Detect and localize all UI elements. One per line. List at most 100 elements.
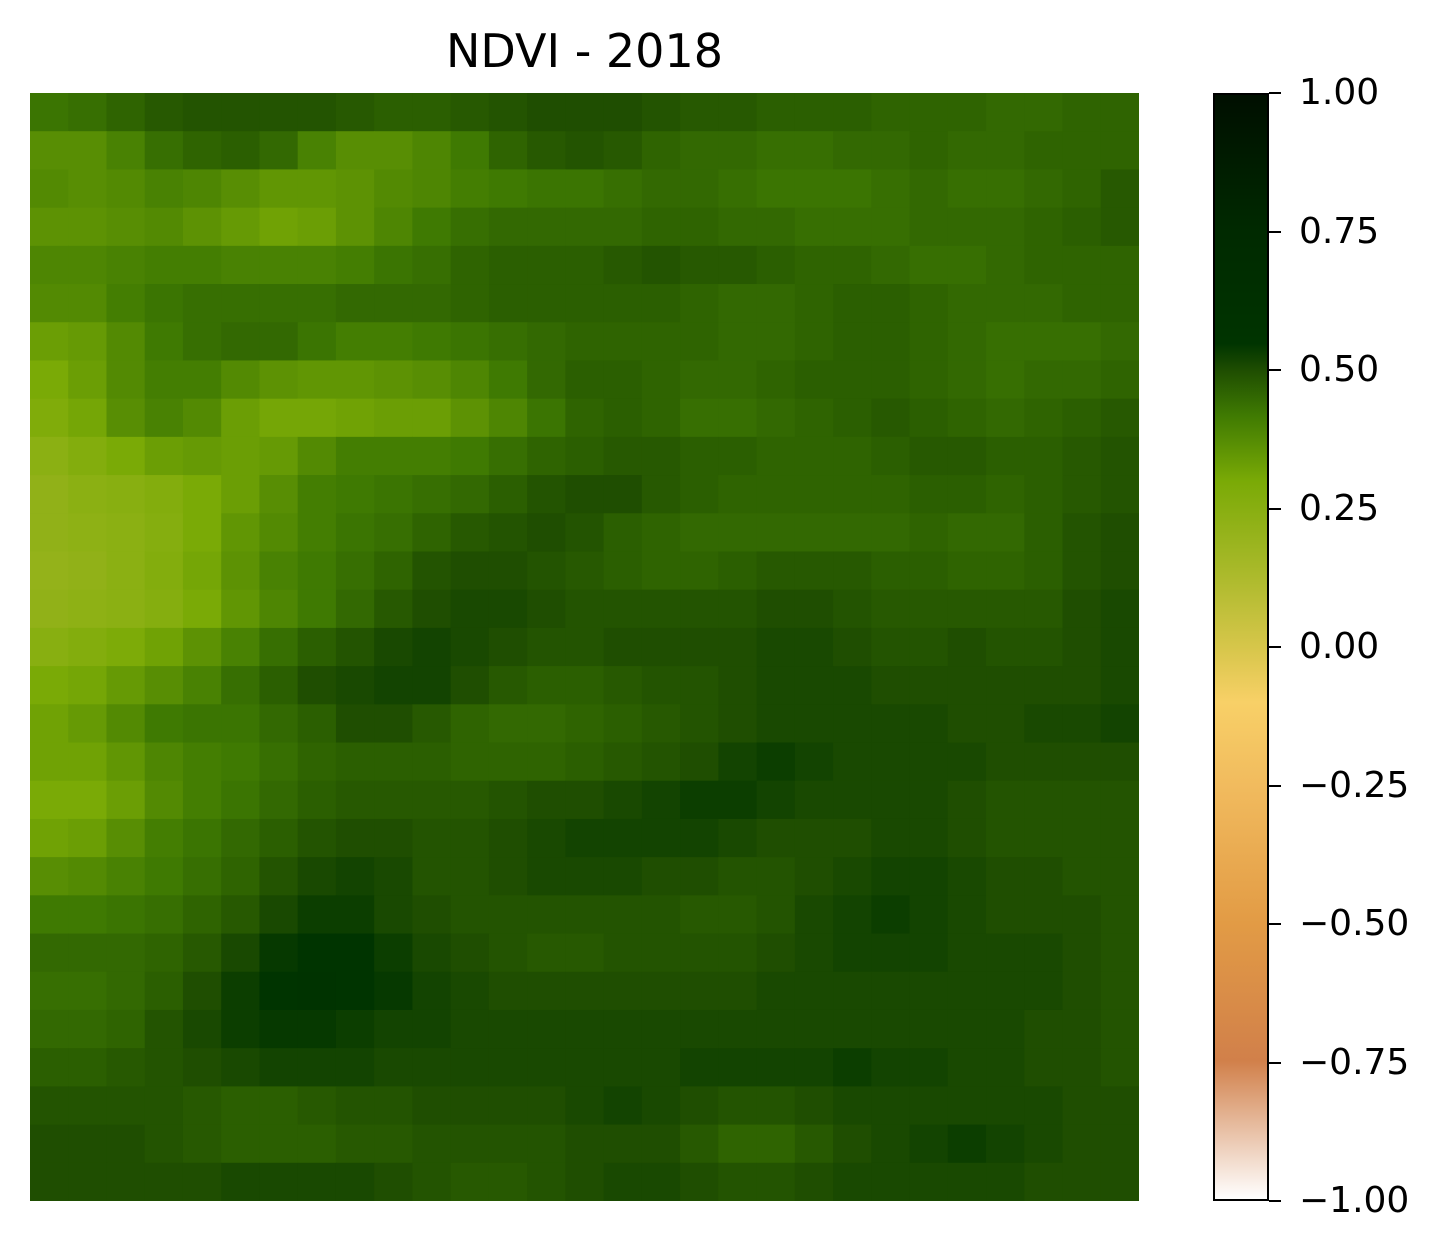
heatmap-cell <box>144 169 184 209</box>
colorbar-tick-label: −0.50 <box>1299 903 1410 944</box>
heatmap-cell <box>527 245 566 285</box>
heatmap-cell <box>1062 666 1102 705</box>
heatmap-cell <box>1062 93 1102 132</box>
heatmap-cell <box>603 436 643 476</box>
heatmap-cell <box>412 971 452 1011</box>
heatmap-cell <box>986 666 1025 705</box>
heatmap-cell <box>259 284 299 323</box>
heatmap-cell <box>756 933 796 973</box>
heatmap-cell <box>30 322 69 362</box>
heatmap-cell <box>986 589 1025 629</box>
heatmap-cell <box>871 704 911 744</box>
heatmap-cell <box>374 1124 414 1164</box>
heatmap-cell <box>565 284 605 323</box>
heatmap-cell <box>335 551 375 591</box>
heatmap-cell <box>221 93 261 132</box>
heatmap-cell <box>297 857 337 896</box>
heatmap-cell <box>221 818 261 858</box>
heatmap-cell <box>374 971 414 1011</box>
heatmap-cell <box>488 1162 528 1201</box>
heatmap-cell <box>374 513 414 553</box>
heatmap-cell <box>1062 627 1102 667</box>
colorbar-tick-label: 0.25 <box>1299 487 1380 529</box>
heatmap-cell <box>718 513 758 553</box>
heatmap-cell <box>68 322 108 362</box>
heatmap-cell <box>947 1009 987 1049</box>
heatmap-cell <box>297 169 337 209</box>
heatmap-cell <box>450 742 490 782</box>
heatmap-cell <box>450 1086 490 1126</box>
heatmap-cell <box>144 780 184 820</box>
heatmap-cell <box>488 895 528 935</box>
heatmap-cell <box>335 1124 375 1164</box>
heatmap-cell <box>680 245 719 285</box>
heatmap-cell <box>986 513 1025 553</box>
colorbar-tick-mark <box>1269 230 1281 233</box>
heatmap-cell <box>412 1086 452 1126</box>
heatmap-cell <box>833 93 872 132</box>
heatmap-cell <box>986 1124 1025 1164</box>
heatmap-cell <box>718 284 758 323</box>
heatmap-cell <box>1024 627 1064 667</box>
heatmap-cell <box>909 1048 949 1087</box>
heatmap-cell <box>1100 589 1139 629</box>
heatmap-cell <box>412 1124 452 1164</box>
heatmap-cell <box>221 513 261 553</box>
heatmap-cell <box>412 666 452 705</box>
heatmap-cell <box>412 589 452 629</box>
heatmap-cell <box>68 1162 108 1201</box>
heatmap-cell <box>68 513 108 553</box>
heatmap-cell <box>794 666 834 705</box>
heatmap-cell <box>182 857 222 896</box>
heatmap-cell <box>30 933 69 973</box>
heatmap-cell <box>68 475 108 514</box>
heatmap-cell <box>106 933 146 973</box>
heatmap-cell <box>144 818 184 858</box>
heatmap-cell <box>144 1162 184 1201</box>
heatmap-cell <box>603 245 643 285</box>
heatmap-cell <box>30 207 69 247</box>
heatmap-cell <box>450 1162 490 1201</box>
heatmap-cell <box>68 818 108 858</box>
heatmap-cell <box>794 780 834 820</box>
heatmap-cell <box>221 360 261 400</box>
heatmap-cell <box>450 1124 490 1164</box>
heatmap-cell <box>833 627 872 667</box>
heatmap-cell <box>680 895 719 935</box>
heatmap-cell <box>106 436 146 476</box>
heatmap-cell <box>909 475 949 514</box>
heatmap-cell <box>68 284 108 323</box>
heatmap-cell <box>221 742 261 782</box>
heatmap-cell <box>106 360 146 400</box>
colorbar <box>1213 93 1269 1201</box>
heatmap-cell <box>565 971 605 1011</box>
heatmap-cell <box>30 895 69 935</box>
heatmap-cell <box>106 284 146 323</box>
heatmap-cell <box>30 857 69 896</box>
heatmap-cell <box>30 1009 69 1049</box>
heatmap-cell <box>1024 818 1064 858</box>
heatmap-cell <box>565 1162 605 1201</box>
heatmap-cell <box>527 398 566 438</box>
heatmap-cell <box>106 245 146 285</box>
heatmap-cell <box>871 780 911 820</box>
heatmap-cell <box>947 131 987 171</box>
heatmap-cell <box>1024 475 1064 514</box>
heatmap-cell <box>986 704 1025 744</box>
heatmap-cell <box>718 436 758 476</box>
heatmap-cell <box>565 360 605 400</box>
heatmap-cell <box>374 704 414 744</box>
heatmap-cell <box>527 1124 566 1164</box>
heatmap-cell <box>871 245 911 285</box>
heatmap-cell <box>833 589 872 629</box>
heatmap-cell <box>1024 971 1064 1011</box>
heatmap-cell <box>30 704 69 744</box>
heatmap-cell <box>680 1124 719 1164</box>
heatmap-cell <box>412 627 452 667</box>
heatmap-cell <box>794 1009 834 1049</box>
heatmap-cell <box>986 1162 1025 1201</box>
heatmap-cell <box>603 551 643 591</box>
heatmap-cell <box>871 895 911 935</box>
heatmap-cell <box>641 398 681 438</box>
heatmap-cell <box>297 475 337 514</box>
